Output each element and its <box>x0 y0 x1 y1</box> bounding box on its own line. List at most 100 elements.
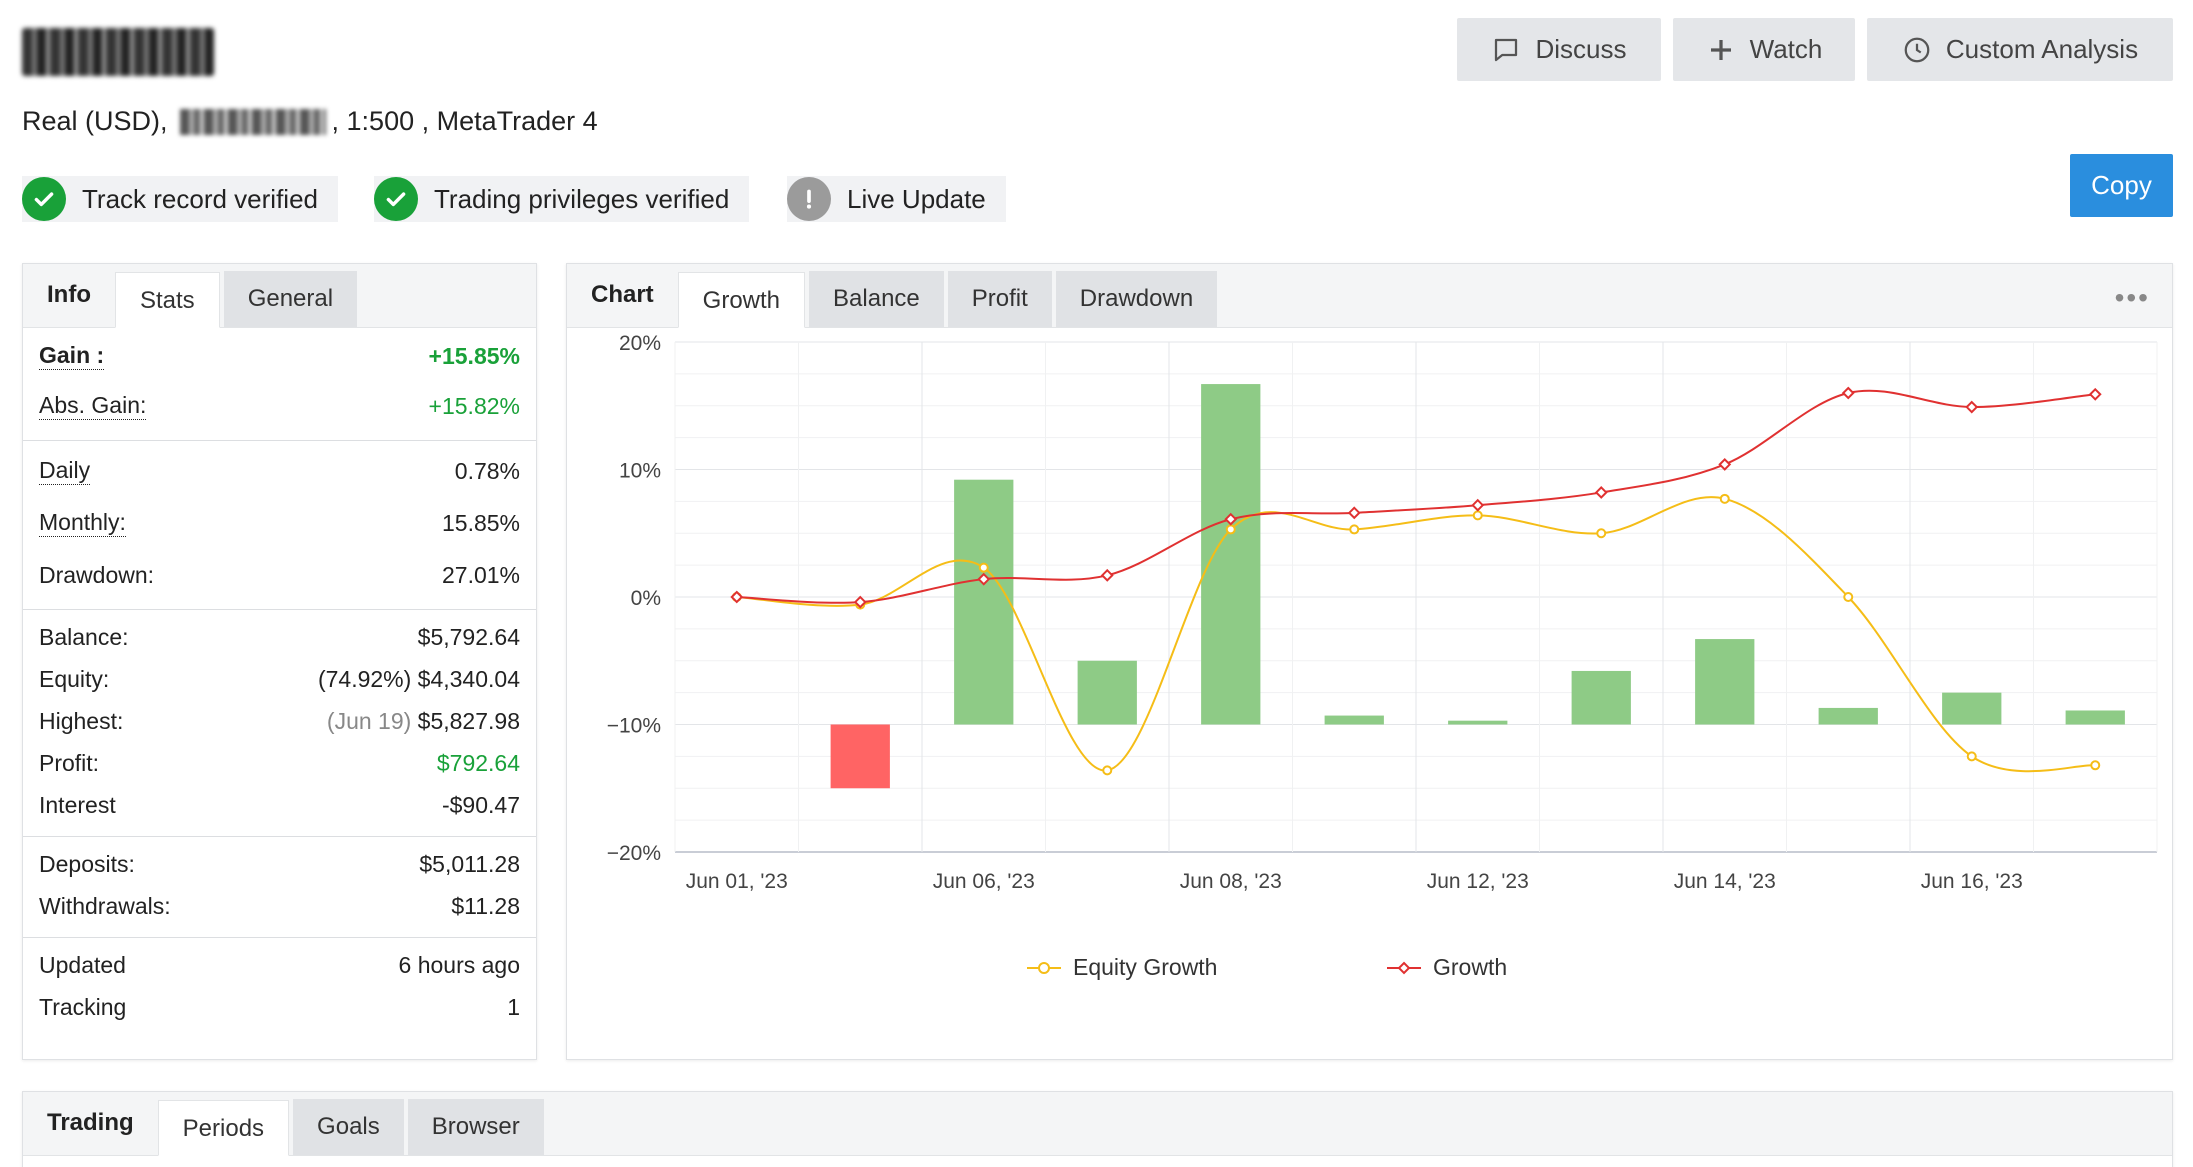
abs-gain-label[interactable]: Abs. Gain: <box>39 392 147 420</box>
equity-growth-point <box>1349 524 1360 535</box>
copy-button[interactable]: Copy <box>2070 154 2173 217</box>
equity-growth-point <box>1225 524 1236 535</box>
tab-goals[interactable]: Goals <box>293 1099 404 1155</box>
growth-point <box>1965 400 1979 414</box>
drawdown-label: Drawdown: <box>39 561 155 588</box>
check-circle-icon <box>374 177 418 221</box>
equity-value: $4,340.04 <box>417 665 520 692</box>
growth-point <box>2088 387 2102 401</box>
interest-label: Interest <box>39 791 116 818</box>
equity-growth-point <box>1102 765 1113 776</box>
legend-growth[interactable]: Growth <box>1387 954 1507 981</box>
y-tick-label: 0% <box>631 587 661 610</box>
live-update-badge[interactable]: Live Update <box>787 176 1006 222</box>
tab-periods[interactable]: Periods <box>157 1100 290 1156</box>
watch-button[interactable]: Watch <box>1673 18 1855 81</box>
legend-equity-growth[interactable]: Equity Growth <box>1027 954 1217 981</box>
bar <box>830 724 890 789</box>
interest-value: -$90.47 <box>441 791 520 818</box>
balance-value: $5,792.64 <box>417 623 520 650</box>
highest-values: (Jun 19) $5,827.98 <box>327 708 520 735</box>
stat-highest: Highest: (Jun 19) $5,827.98 <box>39 700 520 742</box>
growth-point <box>1100 568 1114 582</box>
growth-point <box>853 595 867 609</box>
custom-analysis-label: Custom Analysis <box>1945 34 2139 64</box>
track-record-label: Track record verified <box>82 183 318 214</box>
daily-label[interactable]: Daily <box>39 457 91 485</box>
trading-tabbar: Trading Periods Goals Browser <box>23 1092 2172 1156</box>
y-tick-label: 20% <box>619 332 661 355</box>
stat-daily: Daily 0.78% <box>39 445 520 497</box>
discuss-button[interactable]: Discuss <box>1457 18 1661 81</box>
info-panel: Info Stats General Gain : +15.85% Abs. G… <box>22 263 537 1060</box>
monthly-value: 15.85% <box>441 509 520 536</box>
gain-value: +15.85% <box>428 342 520 369</box>
tab-growth[interactable]: Growth <box>677 272 806 328</box>
account-type: Real (USD), <box>22 106 168 136</box>
divider <box>23 836 536 837</box>
account-subline: Real (USD), , 1:500 , MetaTrader 4 <box>22 106 598 137</box>
comment-icon <box>1495 38 1518 61</box>
check-circle-icon <box>22 177 66 221</box>
more-options-icon[interactable]: ••• <box>2114 282 2150 313</box>
legend-growth-label: Growth <box>1433 954 1508 980</box>
growth-point <box>1471 498 1485 512</box>
x-tick-label: Jun 06, '23 <box>933 870 1035 893</box>
gain-label[interactable]: Gain : <box>39 342 105 370</box>
tab-stats[interactable]: Stats <box>114 272 220 328</box>
stat-abs-gain: Abs. Gain: +15.82% <box>39 380 520 432</box>
account-name-text <box>22 28 214 76</box>
stats-list: Gain : +15.85% Abs. Gain: +15.82% Daily … <box>23 328 536 1028</box>
tab-profit[interactable]: Profit <box>947 271 1052 327</box>
account-name <box>22 28 214 76</box>
x-tick-label: Jun 16, '23 <box>1921 870 2023 893</box>
legend-equity-marker-icon <box>1027 961 1061 974</box>
equity-growth-point <box>1719 493 1730 504</box>
daily-value: 0.78% <box>454 457 520 484</box>
chart-tabbar: Chart Growth Balance Profit Drawdown <box>567 264 2172 328</box>
live-update-label: Live Update <box>847 183 986 214</box>
tab-drawdown[interactable]: Drawdown <box>1055 271 1218 327</box>
trading-privileges-label: Trading privileges verified <box>434 183 730 214</box>
tab-general[interactable]: General <box>223 271 358 327</box>
growth-line <box>736 389 2096 604</box>
monthly-label[interactable]: Monthly: <box>39 509 126 537</box>
withdrawals-label: Withdrawals: <box>39 892 171 919</box>
tab-browser[interactable]: Browser <box>407 1099 544 1155</box>
highest-value: $5,827.98 <box>417 707 520 734</box>
equity-growth-point <box>1472 510 1483 521</box>
bar <box>1201 384 1261 725</box>
stat-interest: Interest -$90.47 <box>39 784 520 826</box>
x-tick-label: Jun 01, '23 <box>686 870 788 893</box>
stat-equity: Equity: (74.92%) $4,340.04 <box>39 658 520 700</box>
tab-chart[interactable]: Chart <box>591 281 654 308</box>
withdrawals-value: $11.28 <box>451 892 520 919</box>
growth-chart: 20% 10% 0% −10% −20% Jun 01, '23 Jun 06, '23 Ju… <box>607 332 2158 893</box>
y-tick-label: −10% <box>607 715 661 738</box>
balance-label: Balance: <box>39 623 129 650</box>
growth-point <box>1718 457 1732 471</box>
custom-analysis-button[interactable]: Custom Analysis <box>1867 18 2173 81</box>
drawdown-value: 27.01% <box>441 561 520 588</box>
exclamation-circle-icon <box>787 177 831 221</box>
plus-icon <box>1710 39 1731 60</box>
stat-deposits: Deposits: $5,011.28 <box>39 843 520 885</box>
equity-growth-point <box>1843 592 1854 602</box>
bar <box>1942 692 2002 725</box>
stat-tracking: Tracking 1 <box>39 986 520 1028</box>
deposits-label: Deposits: <box>39 850 135 877</box>
bar <box>1077 660 1137 725</box>
deposits-value: $5,011.28 <box>419 850 520 877</box>
equity-label: Equity: <box>39 665 110 692</box>
tab-trading[interactable]: Trading <box>47 1109 134 1136</box>
growth-point <box>977 572 991 586</box>
stat-drawdown: Drawdown: 27.01% <box>39 549 520 601</box>
tab-info[interactable]: Info <box>47 281 91 308</box>
stat-balance: Balance: $5,792.64 <box>39 616 520 658</box>
bar <box>1695 639 1755 725</box>
discuss-label: Discuss <box>1535 34 1627 64</box>
stat-profit: Profit: $792.64 <box>39 742 520 784</box>
profit-value: $792.64 <box>436 749 520 776</box>
equity-growth-point <box>1596 528 1607 539</box>
tab-balance[interactable]: Balance <box>809 271 944 327</box>
